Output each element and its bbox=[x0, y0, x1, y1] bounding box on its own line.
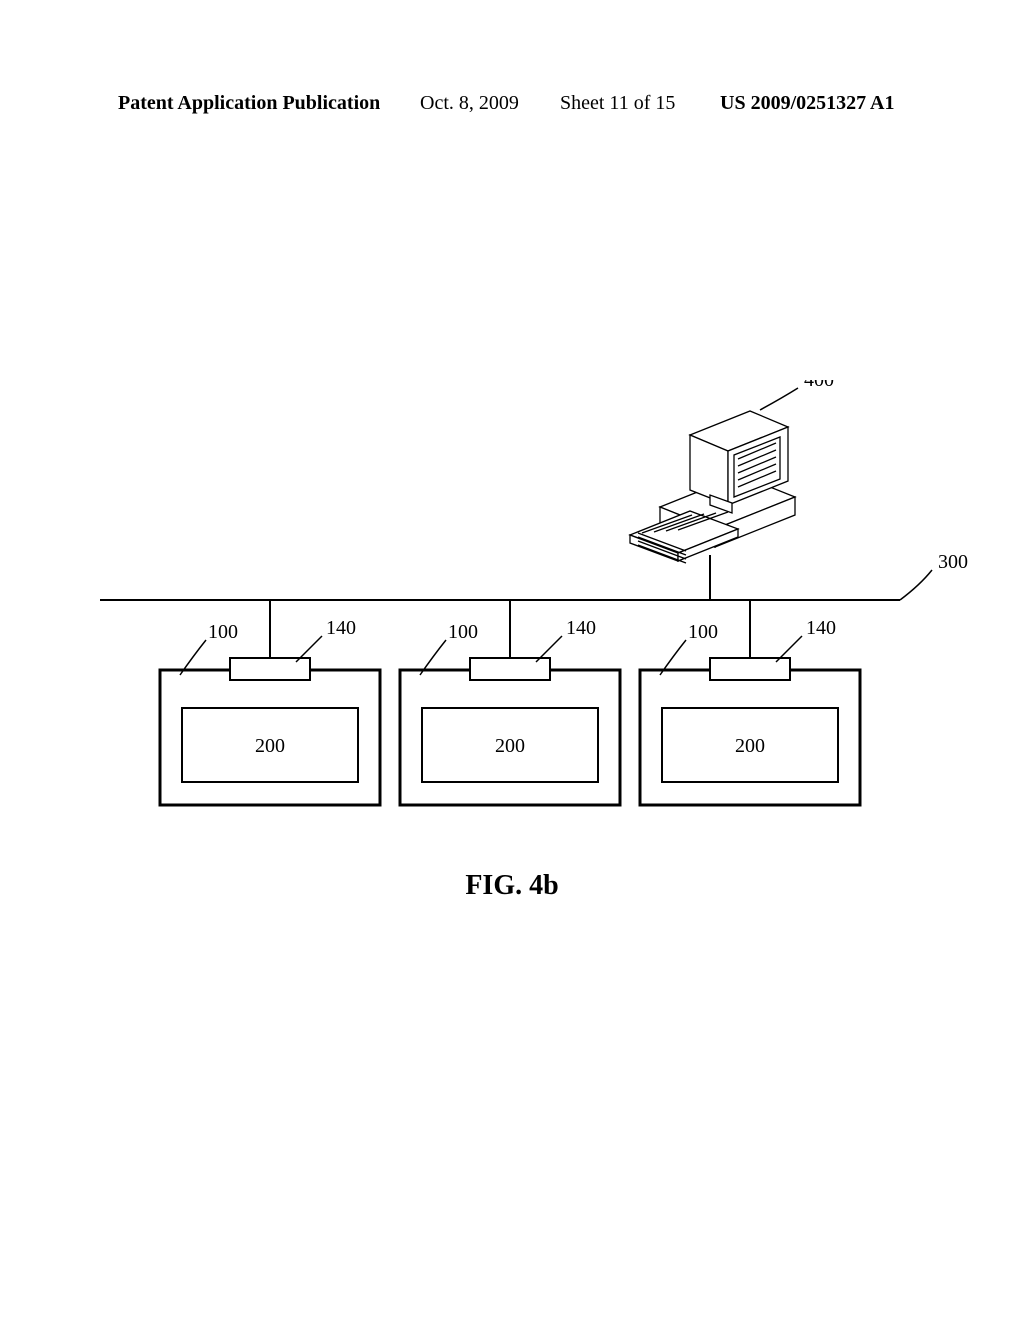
svg-text:300: 300 bbox=[938, 551, 968, 573]
sheet-number: Sheet 11 of 15 bbox=[560, 92, 675, 115]
diagram-svg: 300 400 200 100 140 200 100 140 200 100 140 bbox=[100, 380, 980, 860]
svg-text:140: 140 bbox=[566, 617, 596, 639]
patent-number: US 2009/0251327 A1 bbox=[720, 92, 894, 115]
svg-text:200: 200 bbox=[255, 735, 285, 757]
svg-text:100: 100 bbox=[448, 621, 478, 643]
publication-label: Patent Application Publication bbox=[118, 92, 380, 115]
svg-text:100: 100 bbox=[208, 621, 238, 643]
svg-text:140: 140 bbox=[806, 617, 836, 639]
diagram-container: 300400200100140200100140200100140 bbox=[100, 380, 924, 860]
page: Patent Application Publication Oct. 8, 2… bbox=[0, 0, 1024, 1320]
svg-text:200: 200 bbox=[735, 735, 765, 757]
publication-date: Oct. 8, 2009 bbox=[420, 92, 519, 115]
svg-text:140: 140 bbox=[326, 617, 356, 639]
svg-text:200: 200 bbox=[495, 735, 525, 757]
figure-label: FIG. 4b bbox=[0, 870, 1024, 902]
svg-text:400: 400 bbox=[804, 380, 834, 391]
svg-text:100: 100 bbox=[688, 621, 718, 643]
